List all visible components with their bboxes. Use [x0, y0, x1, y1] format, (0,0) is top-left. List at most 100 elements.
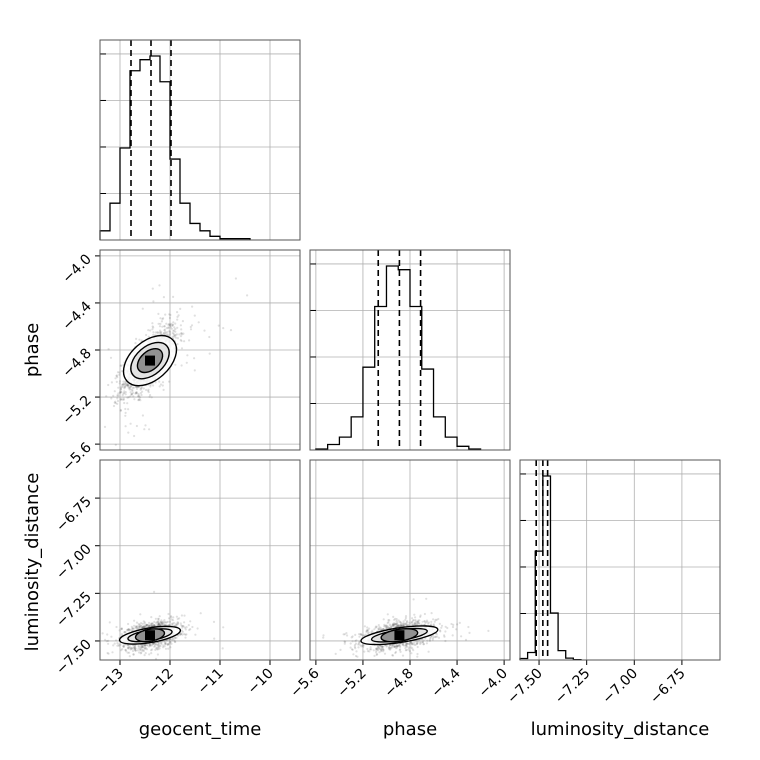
scatter-point	[128, 645, 131, 649]
scatter-point	[169, 324, 172, 327]
scatter-point	[368, 650, 371, 653]
scatter-point	[399, 648, 402, 651]
scatter-point	[185, 626, 188, 629]
scatter-point	[433, 620, 436, 623]
scatter-point	[120, 649, 123, 652]
scatter-point	[134, 625, 137, 628]
scatter-point	[407, 646, 410, 649]
scatter-point	[113, 390, 116, 393]
scatter-point	[127, 628, 130, 631]
scatter-point	[139, 624, 143, 627]
panel-frame	[99, 39, 301, 241]
scatter-point	[444, 639, 447, 643]
scatter-point	[183, 626, 187, 629]
scatter-point	[438, 622, 441, 626]
scatter-point	[131, 389, 134, 392]
scatter-point	[430, 612, 433, 615]
scatter-point	[154, 331, 157, 334]
scatter-point	[182, 332, 185, 335]
scatter-point	[156, 331, 159, 335]
scatter-point	[126, 628, 129, 631]
scatter-point	[139, 613, 142, 616]
scatter-point	[170, 322, 173, 325]
scatter-point	[139, 392, 142, 395]
scatter-point	[126, 383, 129, 386]
scatter-point	[127, 384, 130, 387]
scatter-point	[174, 330, 177, 333]
scatter-point	[191, 305, 194, 308]
scatter-point	[186, 354, 189, 357]
scatter-point	[191, 625, 194, 629]
scatter-point	[385, 627, 388, 630]
scatter-point	[170, 616, 173, 619]
scatter-point	[163, 325, 166, 328]
scatter-point	[179, 307, 182, 310]
scatter-point	[152, 333, 155, 336]
scatter-point	[164, 331, 167, 334]
scatter-point	[180, 614, 183, 617]
scatter-point	[150, 649, 153, 652]
scatter-point	[156, 643, 159, 647]
scatter-point	[127, 384, 130, 387]
scatter-point	[141, 414, 144, 417]
scatter-point	[132, 653, 135, 656]
scatter-point	[394, 650, 397, 654]
scatter-point	[156, 621, 159, 624]
scatter-point	[168, 640, 171, 643]
scatter-point	[352, 653, 355, 656]
scatter-point	[140, 393, 143, 397]
scatter-point	[176, 337, 179, 340]
scatter-point	[151, 328, 154, 331]
scatter-point	[451, 625, 455, 629]
scatter-point	[168, 641, 171, 644]
scatter-point	[148, 653, 151, 656]
scatter-point	[126, 402, 129, 405]
scatter-point	[179, 335, 183, 338]
scatter-point	[164, 643, 167, 646]
scatter-point	[157, 622, 160, 626]
scatter-point	[158, 284, 161, 287]
scatter-point	[416, 645, 419, 649]
scatter-point	[404, 647, 407, 650]
scatter-point	[162, 620, 165, 623]
scatter-point	[153, 643, 156, 646]
scatter-point	[115, 374, 119, 377]
scatter-point	[163, 619, 166, 622]
scatter-point	[180, 339, 183, 343]
scatter-point	[182, 625, 185, 628]
scatter-point	[141, 385, 144, 388]
scatter-point	[127, 646, 130, 649]
density-peak	[145, 355, 155, 366]
scatter-point	[160, 620, 163, 624]
scatter-point	[163, 640, 166, 643]
scatter-point	[157, 617, 160, 621]
scatter-point	[178, 617, 181, 620]
scatter-point	[126, 629, 129, 632]
scatter-point	[372, 649, 375, 652]
scatter-point	[171, 637, 175, 641]
scatter-point	[152, 384, 155, 387]
scatter-point	[136, 627, 139, 630]
scatter-point	[193, 314, 196, 317]
scatter-point	[150, 644, 153, 647]
scatter-point	[413, 641, 416, 644]
scatter-point	[440, 626, 443, 629]
scatter-point	[164, 641, 167, 644]
scatter-point	[173, 329, 176, 332]
panel-frame	[309, 249, 511, 451]
scatter-point	[168, 316, 171, 320]
scatter-point	[143, 647, 146, 651]
scatter-point	[118, 391, 122, 394]
scatter-point	[110, 397, 113, 400]
scatter-point	[131, 627, 134, 631]
scatter-point	[127, 386, 130, 390]
scatter-point	[414, 616, 417, 619]
scatter-point	[161, 623, 164, 627]
scatter-point	[140, 387, 143, 390]
scatter-point	[147, 329, 150, 332]
scatter-point	[404, 618, 407, 622]
scatter-point	[168, 330, 171, 333]
scatter-point	[169, 637, 173, 641]
scatter-point	[148, 645, 151, 648]
scatter-point	[129, 646, 132, 649]
